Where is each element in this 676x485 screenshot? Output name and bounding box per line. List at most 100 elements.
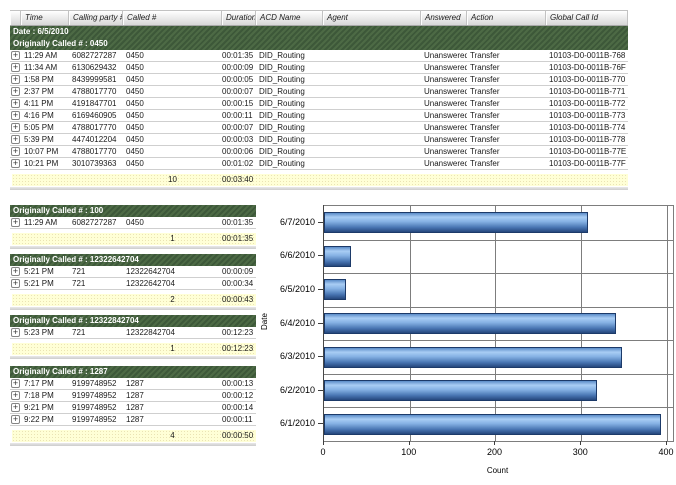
duration-cell: 00:00:09 (222, 267, 254, 276)
expand-cell: + (10, 122, 21, 133)
chart-plot-area (323, 205, 674, 442)
called-group-header: Originally Called # : 0450 (10, 38, 628, 50)
x-tick-label: 300 (572, 447, 588, 457)
expand-icon[interactable]: + (11, 146, 20, 156)
expand-icon[interactable]: + (11, 414, 20, 424)
x-tick-label: 200 (486, 447, 502, 457)
calling-party-cell: 6082727287 (72, 218, 117, 227)
action-cell: Transfer (470, 123, 500, 132)
time-cell: 7:17 PM (24, 379, 54, 388)
y-tick-label: 6/6/2010 (279, 250, 315, 261)
expand-icon[interactable]: + (11, 266, 20, 276)
column-header-duration: Duration (222, 11, 256, 25)
expand-icon[interactable]: + (11, 62, 20, 72)
table-row: +5:23 PM 721 12322842704 00:12:23 (10, 327, 256, 339)
time-cell: 11:29 AM (24, 51, 58, 60)
summary-count: 1 (170, 344, 175, 353)
summary-count: 10 (168, 175, 177, 184)
time-cell: 4:11 PM (24, 99, 54, 108)
expand-icon[interactable]: + (11, 50, 20, 60)
expand-icon[interactable]: + (11, 217, 20, 227)
duration-cell: 00:00:05 (222, 75, 254, 84)
y-tick-mark (318, 221, 323, 223)
expand-icon[interactable]: + (11, 390, 20, 400)
acd-name-cell: DID_Routing (259, 63, 305, 72)
y-tick-label: 6/2/2010 (279, 384, 315, 395)
date-group-header: Date : 6/5/2010 (10, 26, 628, 38)
answered-cell: Unanswered (424, 75, 467, 84)
agent-cell (323, 158, 421, 169)
time-cell: 4:16 PM (24, 111, 54, 120)
group-summary-row: 2 00:00:43 (12, 294, 256, 306)
expand-icon[interactable]: + (11, 134, 20, 144)
duration-cell: 00:01:35 (222, 218, 254, 227)
summary-total-duration: 00:00:43 (222, 295, 254, 304)
table-row: +11:29 AM 6082727287 0450 00:01:35 (10, 217, 256, 229)
expand-cell: + (10, 278, 21, 289)
time-cell: 10:07 PM (24, 147, 59, 156)
answered-cell: Unanswered (424, 111, 467, 120)
agent-cell (323, 122, 421, 133)
chart-bar (324, 346, 623, 368)
chart-bar (324, 245, 352, 267)
calling-party-cell: 4788017770 (72, 123, 117, 132)
duration-cell: 00:00:06 (222, 147, 254, 156)
y-tick-label: 6/1/2010 (279, 418, 315, 429)
calling-party-cell: 6082727287 (72, 51, 117, 60)
answered-cell: Unanswered (424, 147, 467, 156)
expand-icon[interactable]: + (11, 158, 20, 168)
expand-cell: + (10, 158, 21, 169)
column-header-time: Time (21, 11, 69, 25)
duration-cell: 00:01:02 (222, 159, 254, 168)
column-header-global-call-id: Global Call Id (546, 11, 628, 25)
answered-cell: Unanswered (424, 123, 467, 132)
calling-party-cell: 6130629432 (72, 63, 117, 72)
expand-icon[interactable]: + (11, 98, 20, 108)
calling-party-cell: 4788017770 (72, 147, 117, 156)
calling-party-cell: 9199748952 (72, 415, 117, 424)
expand-icon[interactable]: + (11, 378, 20, 388)
column-header-calling-party-: Calling party # (69, 11, 123, 25)
duration-cell: 00:00:11 (222, 111, 253, 120)
group-summary-row: 1 00:01:35 (12, 233, 256, 245)
table-row: +4:11 PM 4191847701 0450 00:00:15 DID_Routin… (10, 98, 628, 110)
expand-icon[interactable]: + (11, 327, 20, 337)
summary-total-duration: 00:00:50 (222, 431, 254, 440)
acd-name-cell: DID_Routing (259, 99, 305, 108)
x-tick-label: 400 (658, 447, 674, 457)
time-cell: 11:29 AM (24, 218, 58, 227)
expand-icon[interactable]: + (11, 278, 20, 288)
expand-icon[interactable]: + (11, 402, 20, 412)
y-tick-label: 6/3/2010 (279, 351, 315, 362)
y-tick-mark (318, 322, 323, 324)
called-number-cell: 0450 (126, 123, 144, 132)
chart-bar (324, 380, 597, 402)
answered-cell: Unanswered (424, 63, 467, 72)
expand-icon[interactable]: + (11, 110, 20, 120)
expand-icon[interactable]: + (11, 122, 20, 132)
called-number-cell: 0450 (126, 147, 144, 156)
column-header-called-: Called # (123, 11, 222, 25)
action-cell: Transfer (470, 51, 500, 60)
expand-cell: + (10, 217, 21, 228)
duration-cell: 00:00:07 (222, 123, 254, 132)
table-row: +10:21 PM 3010739363 0450 00:01:02 DID_Routi… (10, 158, 628, 170)
sub-table: Originally Called # : 12322642704 +5:21 P… (10, 254, 256, 310)
duration-cell: 00:01:35 (222, 51, 254, 60)
gridline-horizontal (324, 239, 673, 241)
calling-party-cell: 9199748952 (72, 403, 117, 412)
expand-cell: + (10, 62, 21, 73)
answered-cell: Unanswered (424, 159, 467, 168)
action-cell: Transfer (470, 111, 500, 120)
table-row: +4:16 PM 6169460905 0450 00:00:11 DID_Routin… (10, 110, 628, 122)
action-cell: Transfer (470, 75, 500, 84)
expand-icon[interactable]: + (11, 86, 20, 96)
time-cell: 5:23 PM (24, 328, 54, 337)
called-number-cell: 12322642704 (126, 279, 175, 288)
chart-y-axis-line (323, 205, 324, 442)
global-call-id-cell: 10103-D0-0011B-768 (549, 51, 626, 60)
summary-total-duration: 00:12:23 (222, 344, 254, 353)
column-header-acd-name: ACD Name (256, 11, 323, 25)
expand-icon[interactable]: + (11, 74, 20, 84)
table-header-row: Time Calling party # Called # Duration ACD N… (10, 10, 628, 26)
